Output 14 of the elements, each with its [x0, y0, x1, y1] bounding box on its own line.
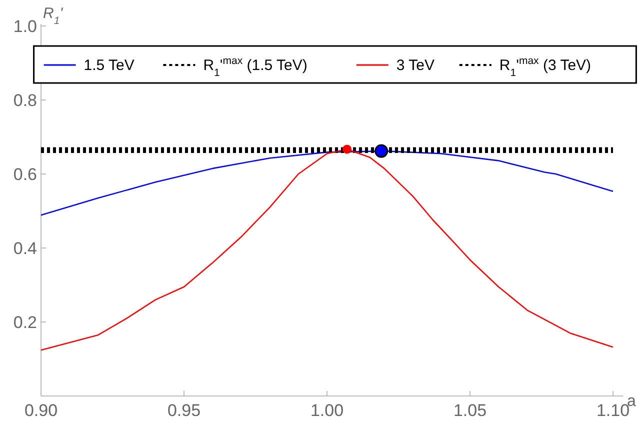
y-axis-title: R$_{1}$': [43, 5, 64, 27]
legend-label: 1.5 TeV: [84, 57, 134, 74]
legend-label: 3 TeV: [396, 57, 434, 74]
legend-label: R$_{1}$'$^{max}$ (1.5 TeV): [203, 55, 308, 79]
x-tick-label: 0.90: [24, 401, 58, 420]
y-tick-label: 1.0: [13, 17, 37, 36]
legend-label: R$_{1}$'$^{max}$ (3 TeV): [499, 55, 592, 79]
x-tick-label: 1.05: [453, 401, 487, 420]
x-tick-label: 0.95: [167, 401, 201, 420]
x-tick-label: 1.00: [310, 401, 344, 420]
y-tick-label: 0.6: [13, 165, 37, 184]
y-tick-label: 0.2: [13, 313, 37, 332]
y-tick-label: 0.4: [13, 239, 37, 258]
y-tick-label: 0.8: [13, 91, 37, 110]
